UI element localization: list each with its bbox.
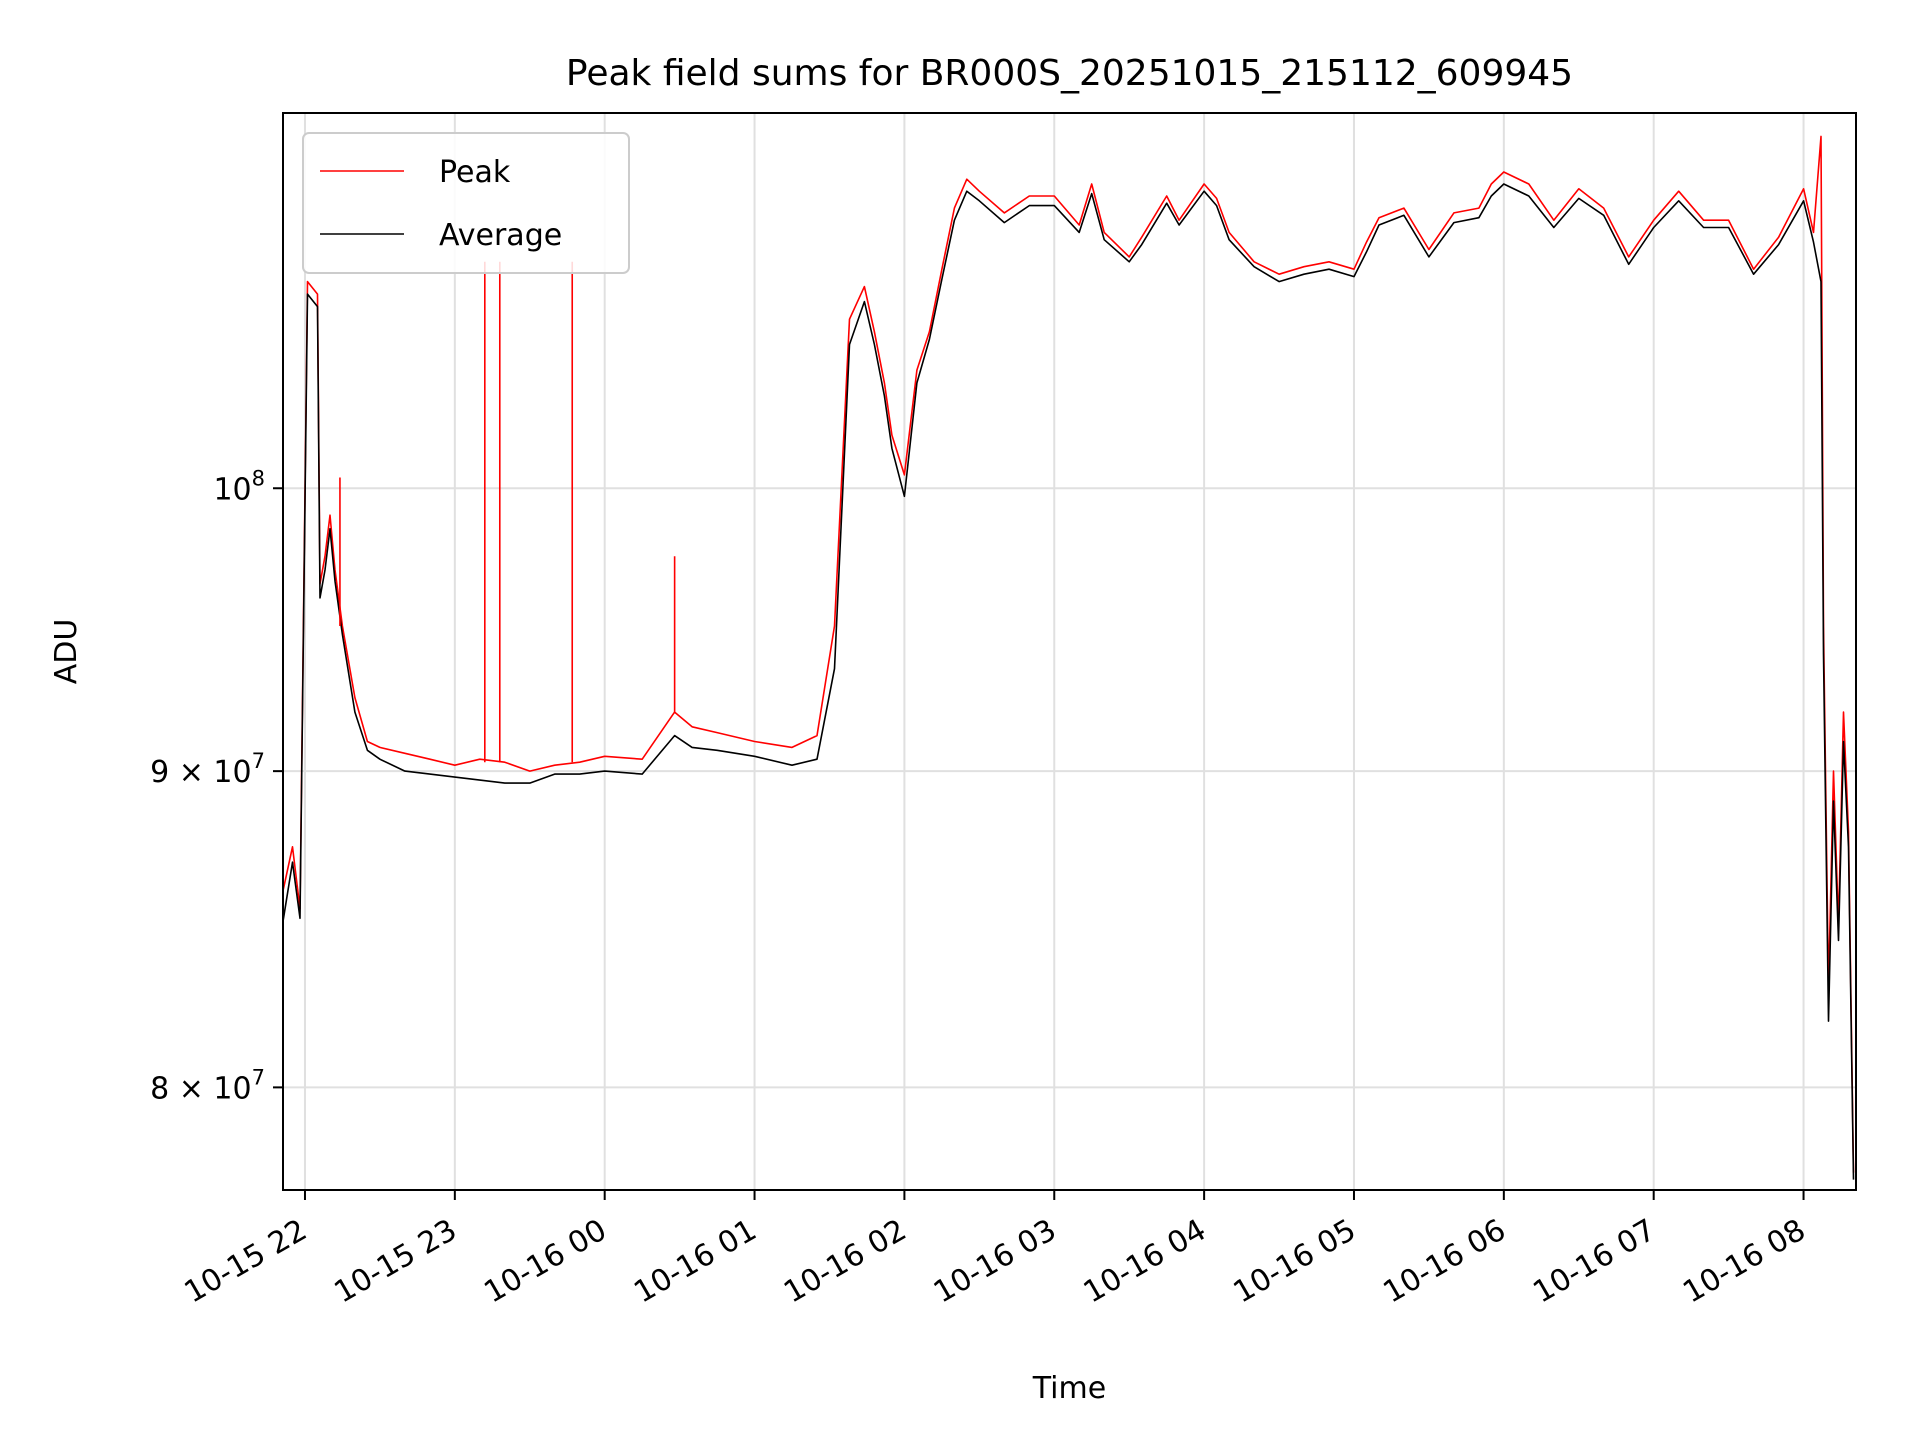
legend-label-average: Average: [439, 218, 562, 253]
series-line-peak: [283, 135, 1855, 1173]
y-axis-label: ADU: [49, 619, 84, 685]
x-tick-label: 10-16 06: [1378, 1213, 1512, 1311]
x-tick-label: 10-16 03: [928, 1213, 1062, 1311]
y-tick-label: 9 × 107: [150, 749, 265, 790]
legend-label-peak: Peak: [439, 155, 511, 190]
y-tick-base: 10: [213, 472, 251, 507]
x-tick-label: 10-16 07: [1527, 1213, 1661, 1311]
x-axis-label: Time: [1032, 1371, 1106, 1406]
grid: [283, 113, 1856, 1190]
x-tick-label: 10-16 08: [1677, 1213, 1811, 1311]
y-tick-exponent: 8: [252, 466, 265, 490]
y-tick-label: 8 × 107: [150, 1065, 265, 1106]
x-tick-label: 10-16 04: [1078, 1213, 1212, 1311]
x-axis-ticks: 10-15 22 10-15 23 10-16 00 10-16 01 10-16 02…: [179, 1190, 1812, 1310]
x-tick-label: 10-16 01: [628, 1213, 762, 1311]
x-tick-label: 10-16 02: [778, 1213, 912, 1311]
series-group: [283, 135, 1855, 1180]
plot-frame: [282, 112, 1857, 1191]
series-line-average: [283, 183, 1855, 1180]
y-tick-exponent: 7: [252, 1065, 265, 1089]
legend: Peak Average: [302, 132, 630, 274]
y-tick-base: 9 × 10: [150, 755, 251, 790]
x-tick-label: 10-15 22: [179, 1213, 313, 1311]
chart-title: Peak field sums for BR000S_20251015_2151…: [566, 53, 1573, 94]
y-tick-base: 8 × 10: [150, 1071, 251, 1106]
y-tick-exponent: 7: [252, 749, 265, 773]
x-tick-label: 10-15 23: [329, 1213, 463, 1311]
x-tick-label: 10-16 05: [1228, 1213, 1362, 1311]
series-layer: [283, 135, 1855, 1180]
legend-box: [302, 132, 630, 274]
x-tick-label: 10-16 00: [478, 1213, 612, 1311]
y-tick-label: 108: [213, 466, 265, 507]
